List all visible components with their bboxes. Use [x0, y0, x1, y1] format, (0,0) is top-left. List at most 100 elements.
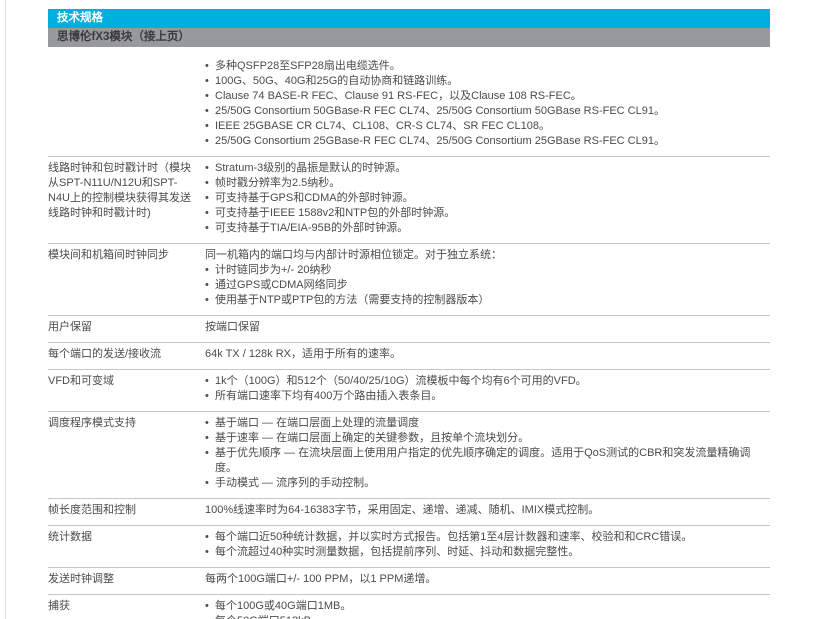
line-text: 可支持基于GPS和CDMA的外部时钟源。	[215, 192, 414, 204]
row-label: 帧长度范围和控制	[48, 504, 136, 516]
line-text: 计时链同步为+/- 20纳秒	[215, 264, 332, 276]
bullet-line: • 每个流超过40种实时测量数据，包括提前序列、时延、抖动和数据完整性。	[205, 545, 770, 560]
spec-table: • 多种QSFP28至SFP28扇出电缆选件。 • 100G、50G、40G和25G的…	[48, 55, 770, 619]
bullet-line: • 使用基于NTP或PTP包的方法（需要支持的控制器版本）	[205, 293, 770, 308]
bullet-icon: •	[205, 192, 209, 204]
row-content: 按端口保留	[205, 320, 770, 335]
line-text: 基于端口 — 在端口层面上处理的流量调度	[215, 417, 420, 429]
bullet-line: • 每个100G或40G端口1MB。	[205, 599, 770, 614]
bullet-icon: •	[205, 279, 209, 291]
line-text: 帧时戳分辨率为2.5纳秒。	[215, 177, 341, 189]
text-line: 按端口保留	[205, 320, 770, 335]
bullet-line: • 可支持基于GPS和CDMA的外部时钟源。	[205, 191, 770, 206]
bullet-line: • 基于端口 — 在端口层面上处理的流量调度	[205, 416, 770, 431]
bullet-icon: •	[205, 546, 209, 558]
line-text: 通过GPS或CDMA网络同步	[215, 279, 348, 291]
bullet-line: • 1k个（100G）和512个（50/40/25/10G）流模板中每个均有6个可…	[205, 374, 770, 389]
bullet-icon: •	[205, 162, 209, 174]
row-label: 捕获	[48, 600, 70, 612]
bullet-icon: •	[205, 60, 209, 72]
line-text: 每个端口近50种统计数据，并以实时方式报告。包括第1至4层计数器和速率、校验和和…	[215, 531, 693, 543]
bullet-line: • 计时链同步为+/- 20纳秒	[205, 263, 770, 278]
row-label: 每个端口的发送/接收流	[48, 348, 162, 360]
line-text: 25/50G Consortium 25GBase-R FEC CL74、25/…	[215, 135, 665, 147]
row-label	[48, 59, 205, 149]
bullet-line: • 通过GPS或CDMA网络同步	[205, 278, 770, 293]
table-row: 用户保留 按端口保留	[48, 315, 770, 342]
line-text: 100%线速率时为64-16383字节，采用固定、递增、递减、随机、IMIX模式…	[205, 504, 600, 516]
bullet-line: • Stratum-3级别的晶振是默认的时钟源。	[205, 161, 770, 176]
table-row: VFD和可变域 • 1k个（100G）和512个（50/40/25/10G）流模板中…	[48, 369, 770, 411]
row-content: • 多种QSFP28至SFP28扇出电缆选件。 • 100G、50G、40G和25G的…	[205, 59, 770, 149]
bullet-icon: •	[205, 417, 209, 429]
bullet-icon: •	[205, 75, 209, 87]
row-content: 同一机箱内的端口均与内部计时源相位锁定。对于独立系统： • 计时链同步为+/- 20…	[205, 248, 770, 308]
row-content: • Stratum-3级别的晶振是默认的时钟源。 • 帧时戳分辨率为2.5纳秒。 • 可支…	[205, 161, 770, 236]
text-line: 100%线速率时为64-16383字节，采用固定、递增、递减、随机、IMIX模式…	[205, 503, 770, 518]
bullet-icon: •	[205, 294, 209, 306]
row-content: • 每个端口近50种统计数据，并以实时方式报告。包括第1至4层计数器和速率、校验和…	[205, 530, 770, 560]
text-line: 每两个100G端口+/- 100 PPM，以1 PPM递增。	[205, 572, 770, 587]
row-label: 线路时钟和包时戳计时（模块从SPT-N11U/N12U和SPT-N4U上的控制模…	[48, 162, 192, 219]
table-row: 捕获 •每个100G或40G端口1MB。•每个50G端口512kB。•每个25G端…	[48, 594, 770, 619]
row-content: • 基于端口 — 在端口层面上处理的流量调度 • 基于速率 — 在端口层面上确定的关键…	[205, 416, 770, 491]
line-text: IEEE 25GBASE CR CL74、CL108、CR-S CL74、SR …	[215, 120, 551, 132]
line-text: 每个流超过40种实时测量数据，包括提前序列、时延、抖动和数据完整性。	[215, 546, 580, 558]
bullet-line: • 100G、50G、40G和25G的自动协商和链路训练。	[205, 74, 770, 89]
text-line: 64k TX / 128k RX，适用于所有的速率。	[205, 347, 770, 362]
bullet-icon: •	[205, 222, 209, 234]
table-row: 线路时钟和包时戳计时（模块从SPT-N11U/N12U和SPT-N4U上的控制模…	[48, 156, 770, 243]
line-text: 使用基于NTP或PTP包的方法（需要支持的控制器版本）	[215, 294, 490, 306]
module-subtitle: 思博伦fX3模块（接上页）	[57, 31, 190, 43]
row-content: 每两个100G端口+/- 100 PPM，以1 PPM递增。	[205, 572, 770, 587]
text-line: 同一机箱内的端口均与内部计时源相位锁定。对于独立系统：	[205, 248, 770, 263]
bullet-line: • 基于速率 — 在端口层面上确定的关键参数，且按单个流块划分。	[205, 431, 770, 446]
section-title: 技术规格	[57, 12, 103, 24]
bullet-icon: •	[205, 90, 209, 102]
bullet-line: • 所有端口速率下均有400万个路由插入表条目。	[205, 389, 770, 404]
bullet-icon: •	[205, 375, 209, 387]
row-content: • 1k个（100G）和512个（50/40/25/10G）流模板中每个均有6个可…	[205, 374, 770, 404]
row-label: 统计数据	[48, 531, 92, 543]
line-text: 基于优先顺序 — 在流块层面上使用用户指定的优先顺序确定的调度。适用于QoS测试…	[215, 447, 751, 474]
bullet-line: • 25/50G Consortium 50GBase-R FEC CL74、25…	[205, 104, 770, 119]
bullet-icon: •	[205, 477, 209, 489]
line-text: 手动模式 — 流序列的手动控制。	[215, 477, 376, 489]
line-text: 25/50G Consortium 50GBase-R FEC CL74、25/…	[215, 105, 665, 117]
bullet-icon: •	[205, 614, 215, 619]
line-text: 100G、50G、40G和25G的自动协商和链路训练。	[215, 75, 459, 87]
table-row: 调度程序模式支持 • 基于端口 — 在端口层面上处理的流量调度 • 基于速率 — 在端口…	[48, 411, 770, 498]
page-edge-line	[5, 0, 6, 619]
bullet-line: • 手动模式 — 流序列的手动控制。	[205, 476, 770, 491]
line-text: 同一机箱内的端口均与内部计时源相位锁定。对于独立系统：	[205, 249, 502, 261]
spec-section: 技术规格 思博伦fX3模块（接上页） • 多种QSFP28至SFP28扇出电缆选件…	[48, 9, 770, 619]
table-row: 帧长度范围和控制 100%线速率时为64-16383字节，采用固定、递增、递减、随…	[48, 498, 770, 525]
bullet-icon: •	[205, 432, 209, 444]
bullet-icon: •	[205, 207, 209, 219]
bullet-icon: •	[205, 264, 209, 276]
row-label: 用户保留	[48, 321, 92, 333]
line-text: 可支持基于IEEE 1588v2和NTP包的外部时钟源。	[215, 207, 456, 219]
line-text: 按端口保留	[205, 321, 260, 333]
table-row: 统计数据 • 每个端口近50种统计数据，并以实时方式报告。包括第1至4层计数器和速率…	[48, 525, 770, 567]
row-label: 发送时钟调整	[48, 573, 114, 585]
bullet-line: • 多种QSFP28至SFP28扇出电缆选件。	[205, 59, 770, 74]
bullet-line: • 25/50G Consortium 25GBase-R FEC CL74、25…	[205, 134, 770, 149]
bullet-icon: •	[205, 135, 209, 147]
bullet-icon: •	[205, 177, 209, 189]
line-text: 每个100G或40G端口1MB。	[215, 600, 352, 612]
bullet-icon: •	[205, 531, 209, 543]
line-text: 每两个100G端口+/- 100 PPM，以1 PPM递增。	[205, 573, 437, 585]
row-label: 调度程序模式支持	[48, 417, 136, 429]
table-row: • 多种QSFP28至SFP28扇出电缆选件。 • 100G、50G、40G和25G的…	[48, 55, 770, 156]
line-text: 64k TX / 128k RX，适用于所有的速率。	[205, 348, 402, 360]
bullet-icon: •	[205, 600, 209, 612]
table-row: 模块间和机箱间时钟同步 同一机箱内的端口均与内部计时源相位锁定。对于独立系统： • 计…	[48, 243, 770, 315]
bullet-icon: •	[205, 390, 209, 402]
bullet-line: • 可支持基于TIA/EIA-95B的外部时钟源。	[205, 221, 770, 236]
row-content: •每个100G或40G端口1MB。•每个50G端口512kB。•每个25G端口2…	[205, 599, 770, 619]
row-content: 100%线速率时为64-16383字节，采用固定、递增、递减、随机、IMIX模式…	[205, 503, 770, 518]
line-text: 1k个（100G）和512个（50/40/25/10G）流模板中每个均有6个可用…	[215, 375, 587, 387]
line-text: 所有端口速率下均有400万个路由插入表条目。	[215, 390, 443, 402]
